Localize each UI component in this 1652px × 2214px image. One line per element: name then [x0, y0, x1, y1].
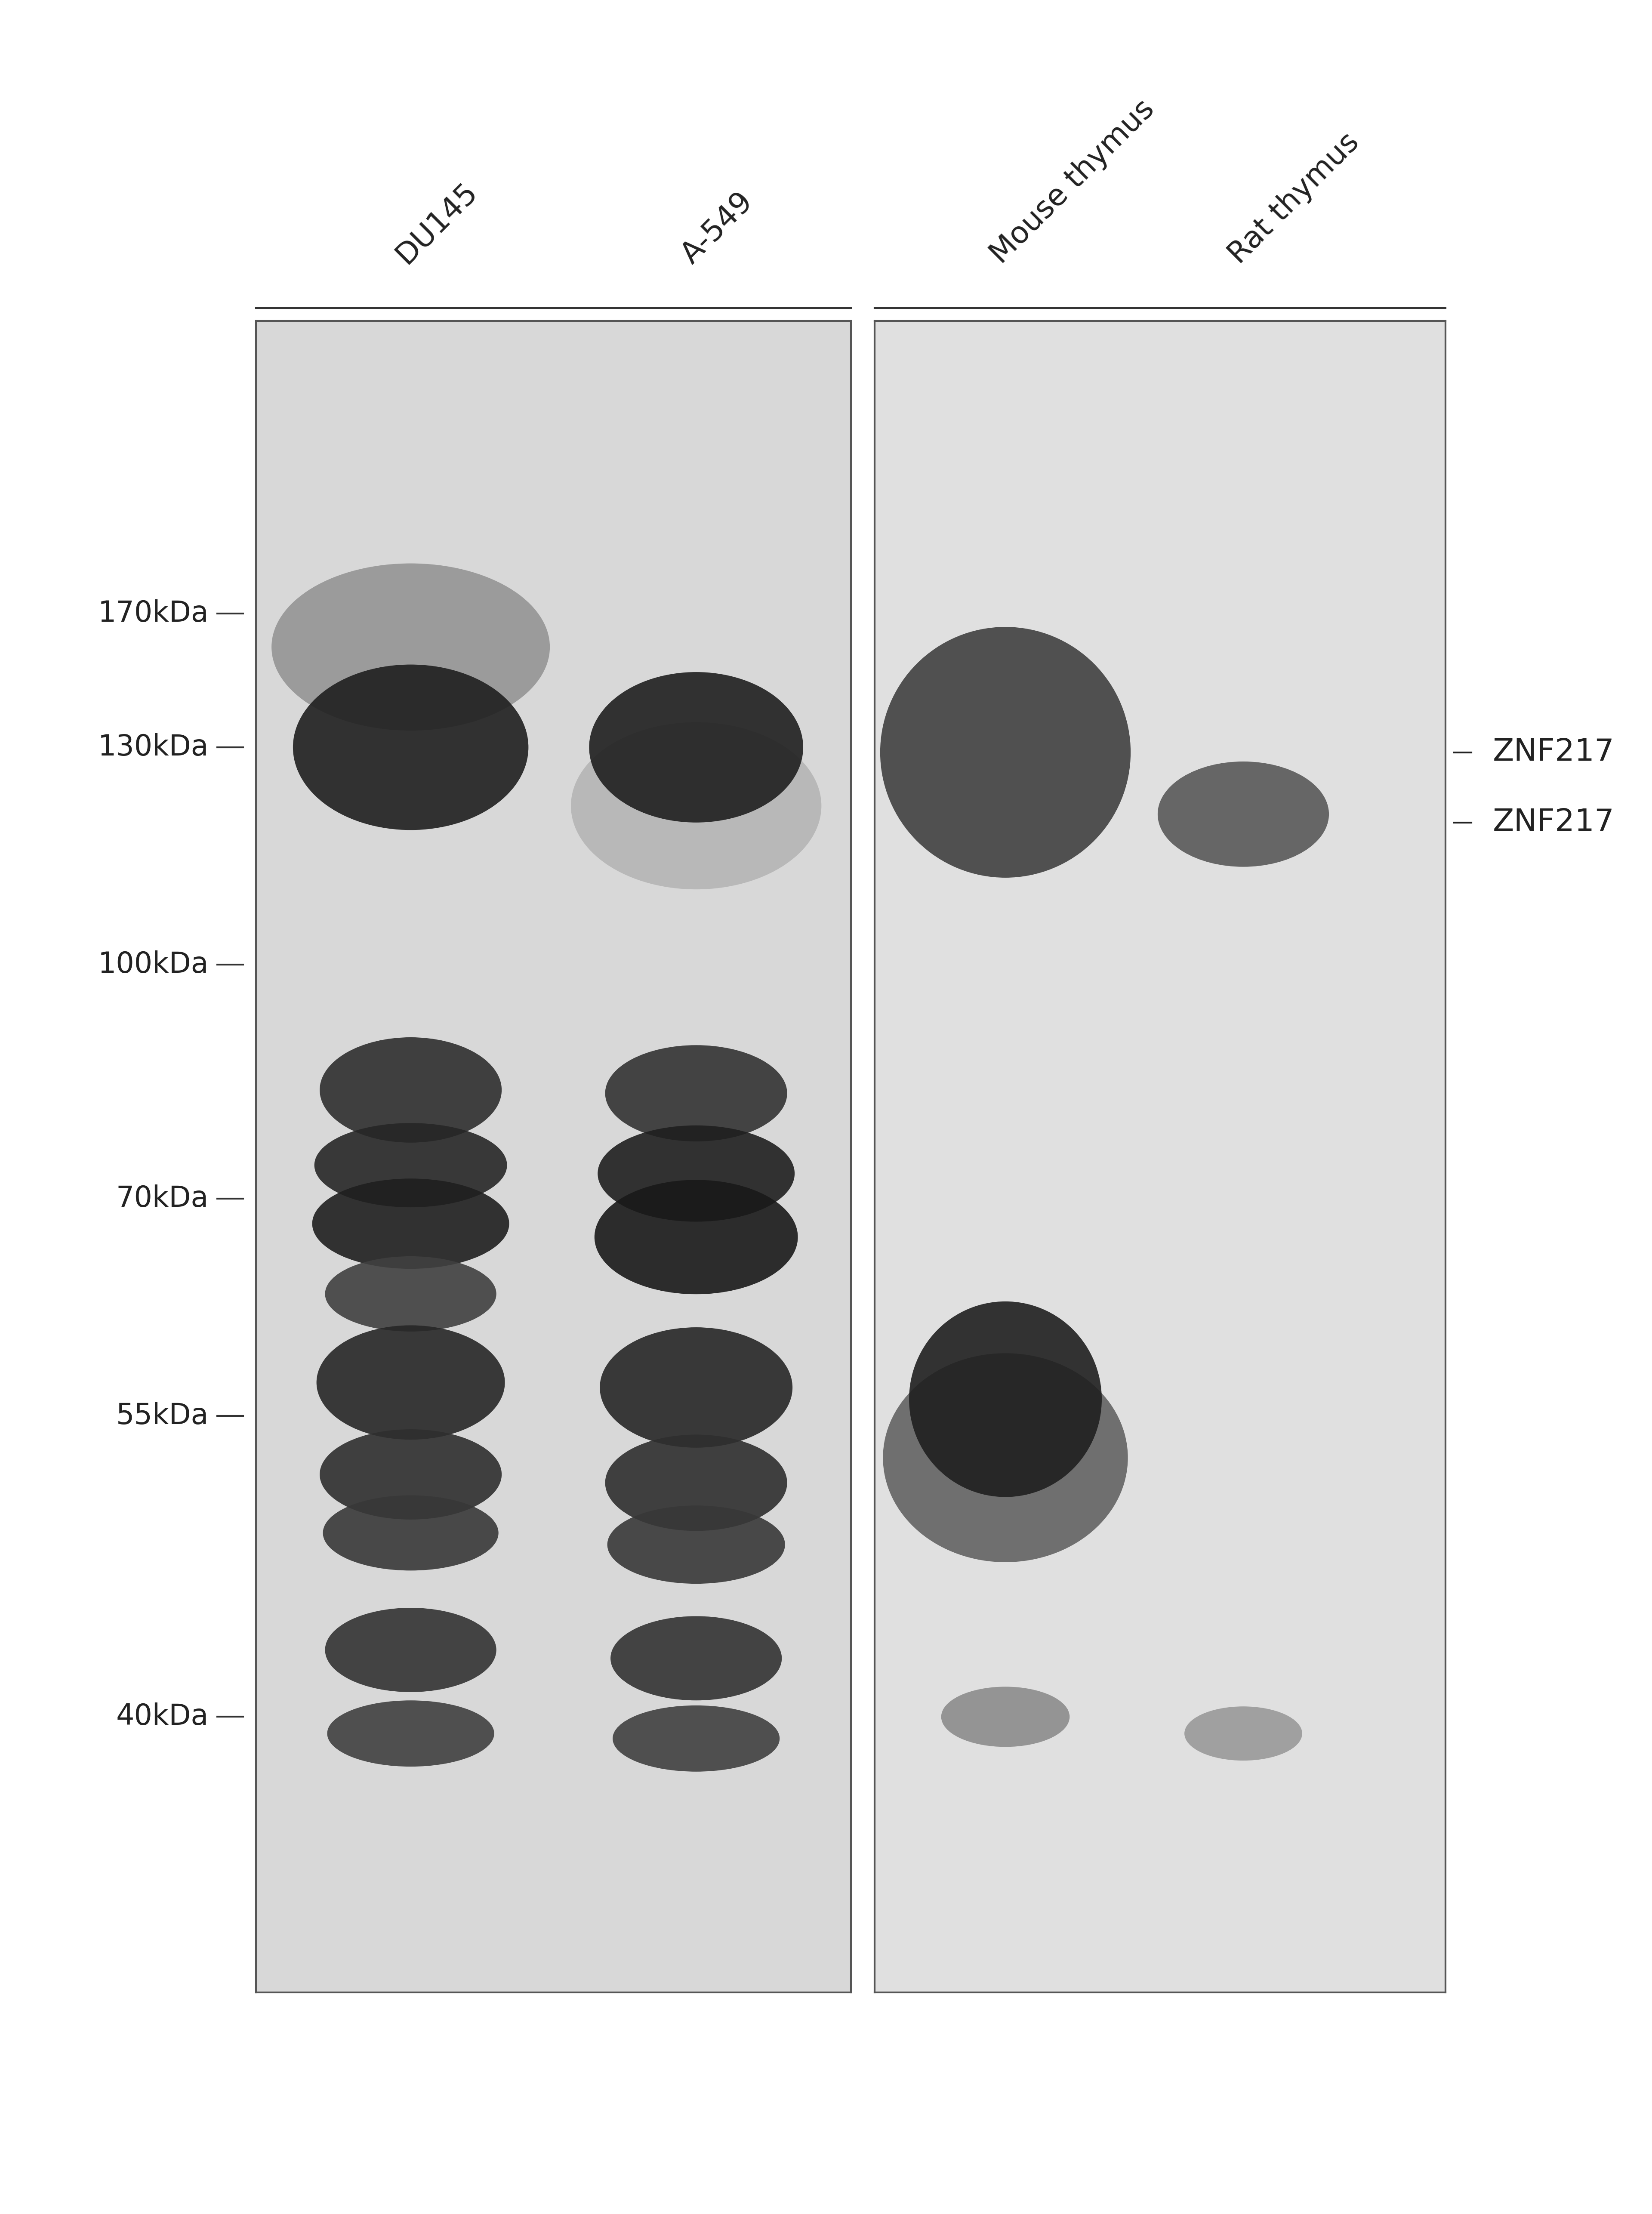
Ellipse shape	[320, 1038, 502, 1142]
Bar	[256, 321, 851, 1993]
Text: 170kDa: 170kDa	[97, 600, 208, 629]
Ellipse shape	[909, 1302, 1102, 1497]
Ellipse shape	[325, 1255, 496, 1331]
Ellipse shape	[292, 664, 529, 830]
Text: 100kDa: 100kDa	[97, 950, 208, 979]
Text: Mouse thymus: Mouse thymus	[985, 95, 1160, 270]
Ellipse shape	[317, 1326, 506, 1439]
Ellipse shape	[882, 1353, 1128, 1563]
Ellipse shape	[605, 1435, 786, 1530]
Text: 70kDa: 70kDa	[116, 1184, 208, 1213]
Ellipse shape	[613, 1705, 780, 1771]
Text: Rat thymus: Rat thymus	[1222, 128, 1365, 270]
Ellipse shape	[942, 1687, 1069, 1747]
Text: ZNF217: ZNF217	[1493, 808, 1614, 837]
Ellipse shape	[312, 1178, 509, 1269]
Ellipse shape	[598, 1125, 795, 1222]
Ellipse shape	[590, 673, 803, 824]
Text: 130kDa: 130kDa	[97, 733, 208, 762]
Ellipse shape	[595, 1180, 798, 1295]
Ellipse shape	[600, 1328, 793, 1448]
Text: 55kDa: 55kDa	[116, 1401, 208, 1430]
Text: ZNF217: ZNF217	[1493, 737, 1614, 766]
Ellipse shape	[572, 722, 821, 890]
Ellipse shape	[881, 627, 1130, 877]
Ellipse shape	[322, 1494, 499, 1570]
Text: DU145: DU145	[390, 177, 482, 270]
Ellipse shape	[327, 1700, 494, 1767]
Ellipse shape	[320, 1430, 502, 1519]
Ellipse shape	[611, 1616, 781, 1700]
Bar	[874, 321, 1446, 1993]
Ellipse shape	[605, 1045, 786, 1142]
Ellipse shape	[608, 1506, 785, 1583]
Ellipse shape	[271, 562, 550, 731]
Text: 40kDa: 40kDa	[116, 1703, 208, 1731]
Ellipse shape	[314, 1122, 507, 1207]
Ellipse shape	[1184, 1707, 1302, 1760]
Text: A-549: A-549	[676, 186, 758, 270]
Ellipse shape	[325, 1607, 496, 1691]
Ellipse shape	[1158, 762, 1328, 868]
